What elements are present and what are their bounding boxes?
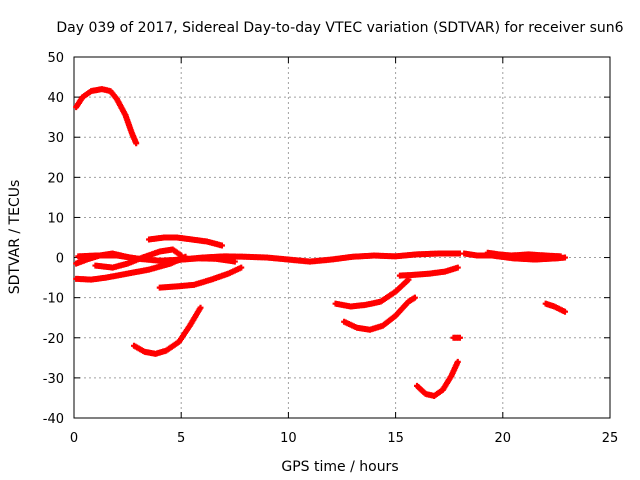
- data-point: [218, 242, 225, 249]
- x-tick-label: 25: [602, 431, 619, 446]
- series-arc-9: [161, 255, 238, 267]
- series-arc-11: [341, 294, 418, 333]
- y-axis-label: SDTVAR / TECUs: [7, 180, 23, 295]
- series-arc-14: [450, 334, 463, 341]
- series-arc-7: [131, 304, 204, 357]
- data-point: [454, 358, 461, 365]
- x-tick-label: 20: [495, 431, 512, 446]
- plot-frame: [73, 56, 611, 419]
- data-point: [557, 253, 564, 260]
- y-tick-label: 20: [47, 171, 64, 186]
- series-arc-1: [73, 86, 140, 147]
- tick-marks: [73, 56, 611, 419]
- y-tick-label: 0: [56, 252, 64, 267]
- x-tick-label: 15: [387, 431, 404, 446]
- data-point: [561, 308, 568, 315]
- y-tick-labels: -40 -30 -20 -10 0 10 20 30 40 50: [43, 51, 64, 427]
- series-arc-10: [332, 276, 412, 310]
- y-tick-label: 10: [47, 211, 64, 226]
- series-arc-5: [92, 246, 185, 271]
- x-axis-label: GPS time / hours: [281, 459, 398, 475]
- data-point: [456, 334, 463, 341]
- chart-title: Day 039 of 2017, Sidereal Day-to-day VTE…: [56, 20, 623, 36]
- y-tick-label: -10: [43, 292, 64, 307]
- y-tick-label: 40: [47, 91, 64, 106]
- x-tick-label: 0: [70, 431, 78, 446]
- data-point: [411, 294, 418, 301]
- x-tick-label: 5: [177, 431, 185, 446]
- data-series: [73, 86, 568, 399]
- data-point: [238, 264, 245, 271]
- y-tick-label: -40: [43, 412, 64, 427]
- y-tick-label: -20: [43, 332, 64, 347]
- data-point: [454, 264, 461, 271]
- data-point: [197, 304, 204, 311]
- series-arc-17: [542, 300, 568, 315]
- y-tick-label: 30: [47, 131, 64, 146]
- series-arc-6: [146, 234, 225, 249]
- data-point: [561, 254, 568, 261]
- series-arc-12: [396, 264, 461, 279]
- data-point: [231, 258, 238, 265]
- x-tick-label: 10: [280, 431, 297, 446]
- data-point: [133, 140, 140, 147]
- y-tick-label: -30: [43, 372, 64, 387]
- series-arc-13: [414, 358, 461, 399]
- series-arc-8: [156, 264, 245, 291]
- series-arc-16: [484, 249, 564, 260]
- y-tick-label: 50: [47, 51, 64, 66]
- x-tick-labels: 0 5 10 15 20 25: [70, 431, 618, 446]
